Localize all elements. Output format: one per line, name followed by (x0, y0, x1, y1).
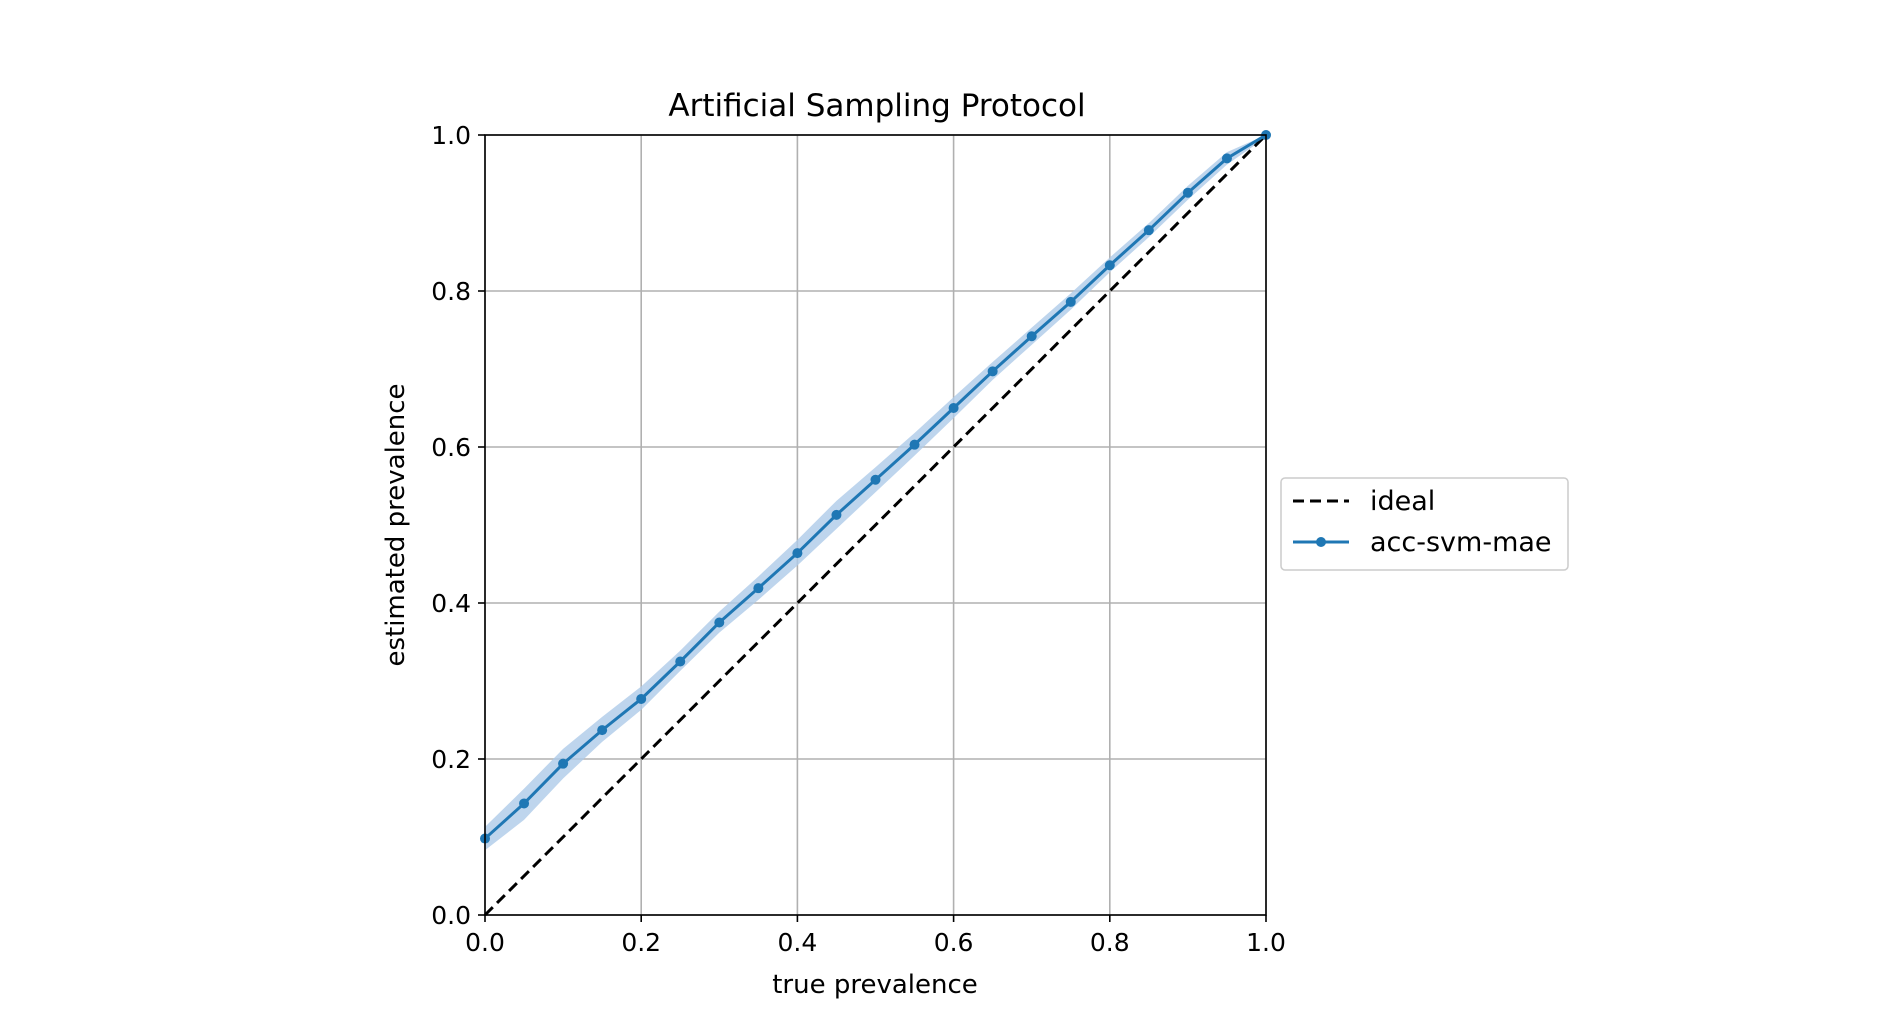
y-axis-label: estimated prevalence (381, 383, 411, 666)
data-point (1065, 296, 1076, 307)
y-tick-label: 0.2 (431, 745, 471, 774)
chart-title: Artificial Sampling Protocol (668, 88, 1085, 124)
data-point (909, 439, 920, 450)
x-tick-label: 0.0 (465, 928, 505, 957)
x-tick-label: 0.6 (934, 928, 974, 957)
data-point (558, 758, 569, 769)
x-axis-ticks: 0.0 0.2 0.4 0.6 0.8 1.0 (465, 915, 1286, 957)
x-axis-label: true prevalence (772, 970, 978, 1000)
data-point (714, 617, 725, 628)
y-tick-label: 1.0 (431, 121, 471, 150)
plot-area (480, 130, 1271, 917)
data-point (597, 725, 608, 736)
data-point (753, 583, 764, 594)
data-point (870, 474, 881, 485)
y-tick-label: 0.8 (431, 277, 471, 306)
legend-label-acc-svm-mae: acc-svm-mae (1370, 527, 1552, 558)
data-point (1026, 331, 1037, 342)
y-axis-ticks: 0.0 0.2 0.4 0.6 0.8 1.0 (431, 121, 485, 930)
data-point (831, 509, 842, 520)
data-point (519, 798, 530, 809)
y-tick-label: 0.0 (431, 901, 471, 930)
legend-marker-acc-svm-mae (1316, 537, 1326, 547)
y-tick-label: 0.4 (431, 589, 471, 618)
data-point (675, 656, 686, 667)
x-tick-label: 0.2 (621, 928, 661, 957)
x-tick-label: 1.0 (1246, 928, 1286, 957)
legend: ideal acc-svm-mae (1280, 477, 1569, 571)
data-point (1104, 260, 1115, 271)
legend-label-ideal: ideal (1370, 486, 1435, 517)
y-tick-label: 0.6 (431, 433, 471, 462)
legend-frame (1280, 477, 1569, 571)
data-point (1182, 187, 1193, 198)
data-point (1143, 225, 1154, 236)
data-point (636, 693, 647, 704)
data-point (948, 403, 959, 413)
data-point (792, 548, 803, 559)
series-line-ideal (483, 133, 1268, 917)
data-point (1221, 153, 1232, 164)
x-tick-label: 0.8 (1090, 928, 1130, 957)
x-tick-label: 0.4 (778, 928, 818, 957)
data-point (987, 366, 998, 377)
plot-frame (484, 134, 1267, 916)
series-points-acc-svm-mae (480, 130, 1271, 844)
